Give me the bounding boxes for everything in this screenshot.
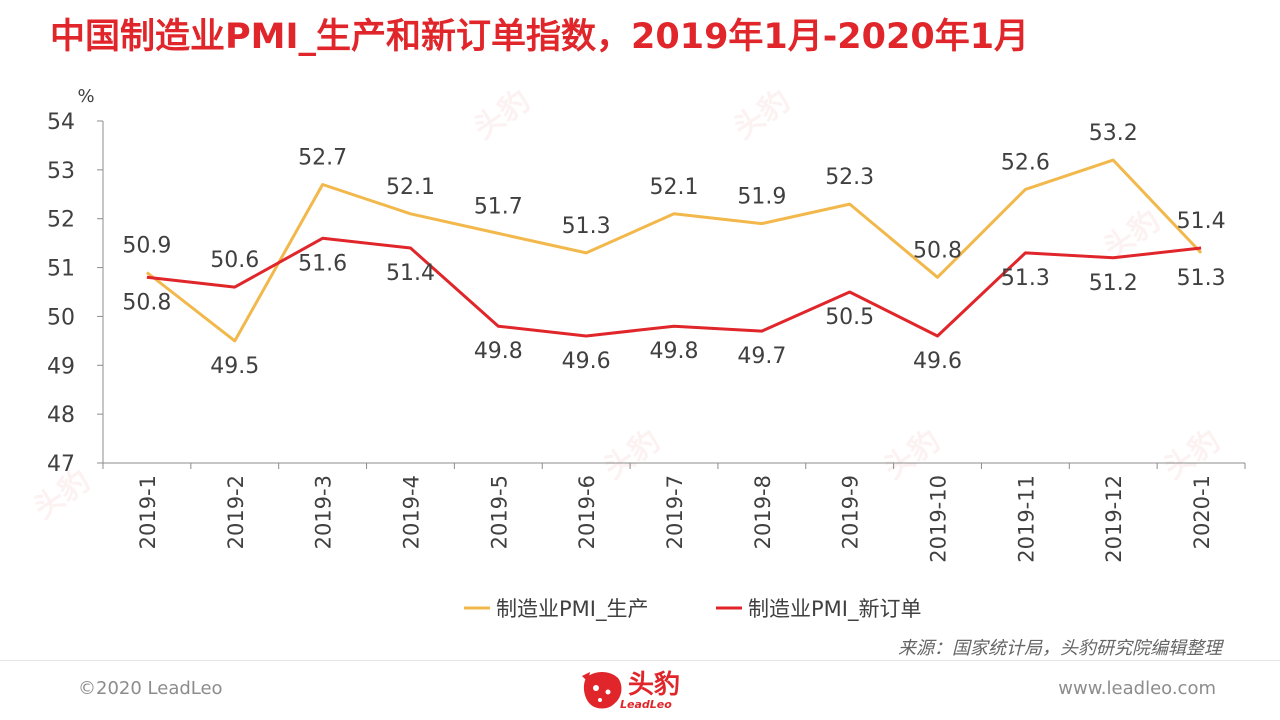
- x-tick-label: 2019-5: [487, 475, 511, 549]
- x-tick-label: 2019-1: [136, 475, 160, 549]
- y-tick-label: 52: [47, 208, 75, 233]
- y-axis: 47 48 49 50 51 52 53 54%: [47, 86, 104, 477]
- x-tick-label: 2020-1: [1190, 475, 1214, 549]
- production-data-label: 49.5: [210, 354, 259, 379]
- new-orders-data-label: 50.8: [122, 290, 171, 315]
- leopard-head-icon: [582, 672, 622, 709]
- new-orders-data-label: 51.4: [386, 261, 435, 286]
- production-data-label: 50.8: [913, 238, 962, 263]
- new-orders-data-label: 51.6: [298, 251, 347, 276]
- website-link[interactable]: www.leadleo.com: [1058, 678, 1216, 699]
- new-orders-data-label: 49.7: [737, 344, 786, 369]
- x-tick-label: 2019-10: [927, 475, 951, 563]
- series-layer: [145, 158, 1203, 343]
- new-orders-data-label: 50.5: [825, 305, 874, 330]
- legend: 制造业PMI_生产 制造业PMI_新订单: [464, 597, 921, 622]
- production-data-label: 51.7: [474, 194, 523, 219]
- production-data-label: 52.1: [386, 175, 435, 200]
- production-data-label: 52.3: [825, 165, 874, 190]
- y-tick-label: 54: [47, 110, 75, 135]
- page-title: 中国制造业PMI_生产和新订单指数，2019年1月-2020年1月: [50, 17, 1030, 57]
- brand-name-en: LeadLeo: [620, 698, 672, 711]
- x-tick-label: 2019-4: [399, 475, 423, 549]
- new-orders-data-label: 51.3: [1001, 266, 1050, 291]
- y-tick-label: 53: [47, 159, 75, 184]
- x-tick-label: 2019-7: [663, 475, 687, 549]
- x-tick-label: 2019-12: [1102, 475, 1126, 563]
- production-data-label: 52.1: [650, 175, 699, 200]
- x-tick-label: 2019-9: [839, 475, 863, 549]
- brand-name-cn: 头豹: [628, 670, 681, 700]
- x-tick-label: 2019-3: [312, 475, 336, 549]
- new-orders-series-line: [146, 236, 1202, 338]
- legend-production-label: 制造业PMI_生产: [496, 597, 648, 622]
- y-tick-label: 47: [47, 452, 75, 477]
- production-data-label: 53.2: [1089, 121, 1138, 146]
- production-data-label: 51.9: [737, 185, 786, 210]
- production-data-label: 52.6: [1001, 150, 1050, 175]
- new-orders-data-label: 50.6: [210, 248, 259, 273]
- x-axis: 2019-1 2019-2 2019-3 2019-4 2019-5 2019-6 2019…: [102, 462, 1246, 563]
- x-tick-label: 2019-11: [1014, 475, 1038, 563]
- x-tick-label: 2019-8: [751, 475, 775, 549]
- source-note: 来源：国家统计局，头豹研究院编辑整理: [898, 638, 1222, 659]
- footer-divider: [0, 660, 1280, 661]
- production-data-label: 51.3: [1177, 266, 1226, 291]
- production-series-line: [145, 158, 1203, 343]
- y-tick-label: 51: [47, 257, 75, 282]
- y-tick-label: 49: [47, 354, 75, 379]
- new-orders-data-label: 49.6: [562, 349, 611, 374]
- y-tick-label: 48: [47, 403, 75, 428]
- y-tick-label: 50: [47, 305, 75, 330]
- new-orders-data-label: 49.8: [650, 339, 699, 364]
- production-data-label: 50.9: [122, 233, 171, 258]
- new-orders-data-label: 51.2: [1089, 271, 1138, 296]
- brand-logo[interactable]: 头豹 LeadLeo: [580, 664, 710, 718]
- new-orders-data-label: 51.4: [1177, 209, 1226, 234]
- production-data-label: 52.7: [298, 146, 347, 171]
- new-orders-data-label: 49.8: [474, 339, 523, 364]
- y-axis-unit-label: %: [77, 86, 94, 107]
- new-orders-data-label: 49.6: [913, 349, 962, 374]
- x-tick-label: 2019-6: [575, 475, 599, 549]
- data-labels: 50.9 50.8 49.5 50.6 52.7 51.6 52.1 51.4 51.7 49.8…: [122, 121, 1225, 379]
- x-tick-label: 2019-2: [224, 475, 248, 549]
- copyright-text: ©2020 LeadLeo: [78, 678, 223, 699]
- production-data-label: 51.3: [562, 214, 611, 239]
- legend-new-orders-label: 制造业PMI_新订单: [748, 597, 921, 622]
